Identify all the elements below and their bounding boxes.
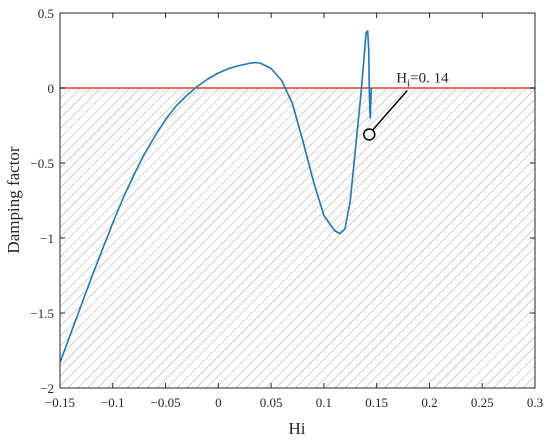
x-tick-label: −0.05 [151,395,181,410]
y-axis-label: Damping factor [4,146,23,253]
x-tick-label: 0.05 [260,395,283,410]
x-tick-label: 0.3 [527,395,543,410]
x-tick-label: 0.15 [365,395,388,410]
y-tick-label: −0.5 [30,156,54,171]
hatched-stable-region [60,88,535,388]
y-tick-label: 0 [48,81,55,96]
x-tick-label: 0.2 [421,395,437,410]
x-tick-label: 0 [215,395,222,410]
plot-frame [59,12,536,389]
series-line-0 [60,30,373,363]
x-tick-label: 0.25 [471,395,494,410]
x-tick-label: 0.1 [316,395,332,410]
x-tick-label: −0.1 [101,395,125,410]
annotation-leader-line [371,90,408,131]
x-tick-label: −0.15 [45,395,75,410]
annotation-marker-circle [363,128,376,141]
annotation-label: Hi=0. 14 [396,71,449,90]
y-tick-label: 0.5 [38,6,54,21]
y-tick-label: −1 [40,231,54,246]
x-axis-label: Hi [289,419,306,438]
y-tick-label: −2 [40,381,54,396]
y-tick-label: −1.5 [30,306,54,321]
